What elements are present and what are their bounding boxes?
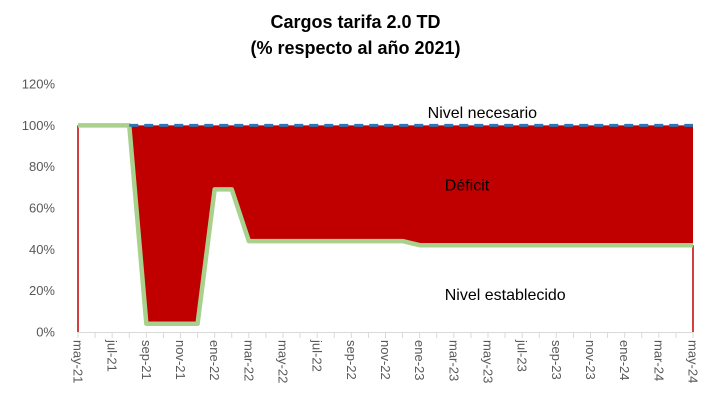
x-tick-label: nov-21 (173, 340, 188, 380)
x-tick-label: ene-23 (412, 340, 427, 380)
y-tick-label: 80% (29, 159, 55, 174)
x-tick-label: sep-22 (344, 340, 359, 380)
x-tick-label: ene-22 (207, 340, 222, 380)
annotation-2: Nivel establecido (445, 287, 566, 304)
y-tick-label: 100% (22, 118, 56, 133)
x-tick-label: jul-23 (515, 339, 530, 372)
chart-title-line-2: (% respecto al año 2021) (250, 38, 461, 58)
x-tick-label: nov-22 (378, 340, 393, 380)
annotation-0: Nivel necesario (428, 105, 537, 122)
chart-title-line-1: Cargos tarifa 2.0 TD (270, 12, 441, 32)
x-tick-label: sep-23 (549, 340, 564, 380)
series-line-nivel-establecido (78, 123, 693, 326)
x-tick-label: mar-22 (241, 340, 256, 381)
y-tick-label: 40% (29, 242, 55, 257)
y-tick-label: 0% (36, 325, 55, 340)
y-tick-label: 20% (29, 283, 55, 298)
deficit-area (78, 125, 693, 324)
y-tick-label: 60% (29, 201, 55, 216)
x-tick-label: mar-24 (651, 340, 666, 381)
annotation-1: Déficit (445, 177, 490, 194)
x-tick-label: may-21 (71, 340, 86, 383)
x-tick-label: ene-24 (617, 340, 632, 380)
x-tick-label: may-24 (686, 340, 701, 383)
x-tick-label: mar-23 (446, 340, 461, 381)
x-tick-label: nov-23 (583, 340, 598, 380)
x-tick-label: sep-21 (139, 340, 154, 380)
x-tick-label: may-22 (276, 340, 291, 383)
x-tick-label: may-23 (481, 340, 496, 383)
y-tick-label: 120% (22, 77, 56, 92)
x-tick-label: jul-21 (105, 339, 120, 372)
x-tick-label: jul-22 (310, 339, 325, 372)
